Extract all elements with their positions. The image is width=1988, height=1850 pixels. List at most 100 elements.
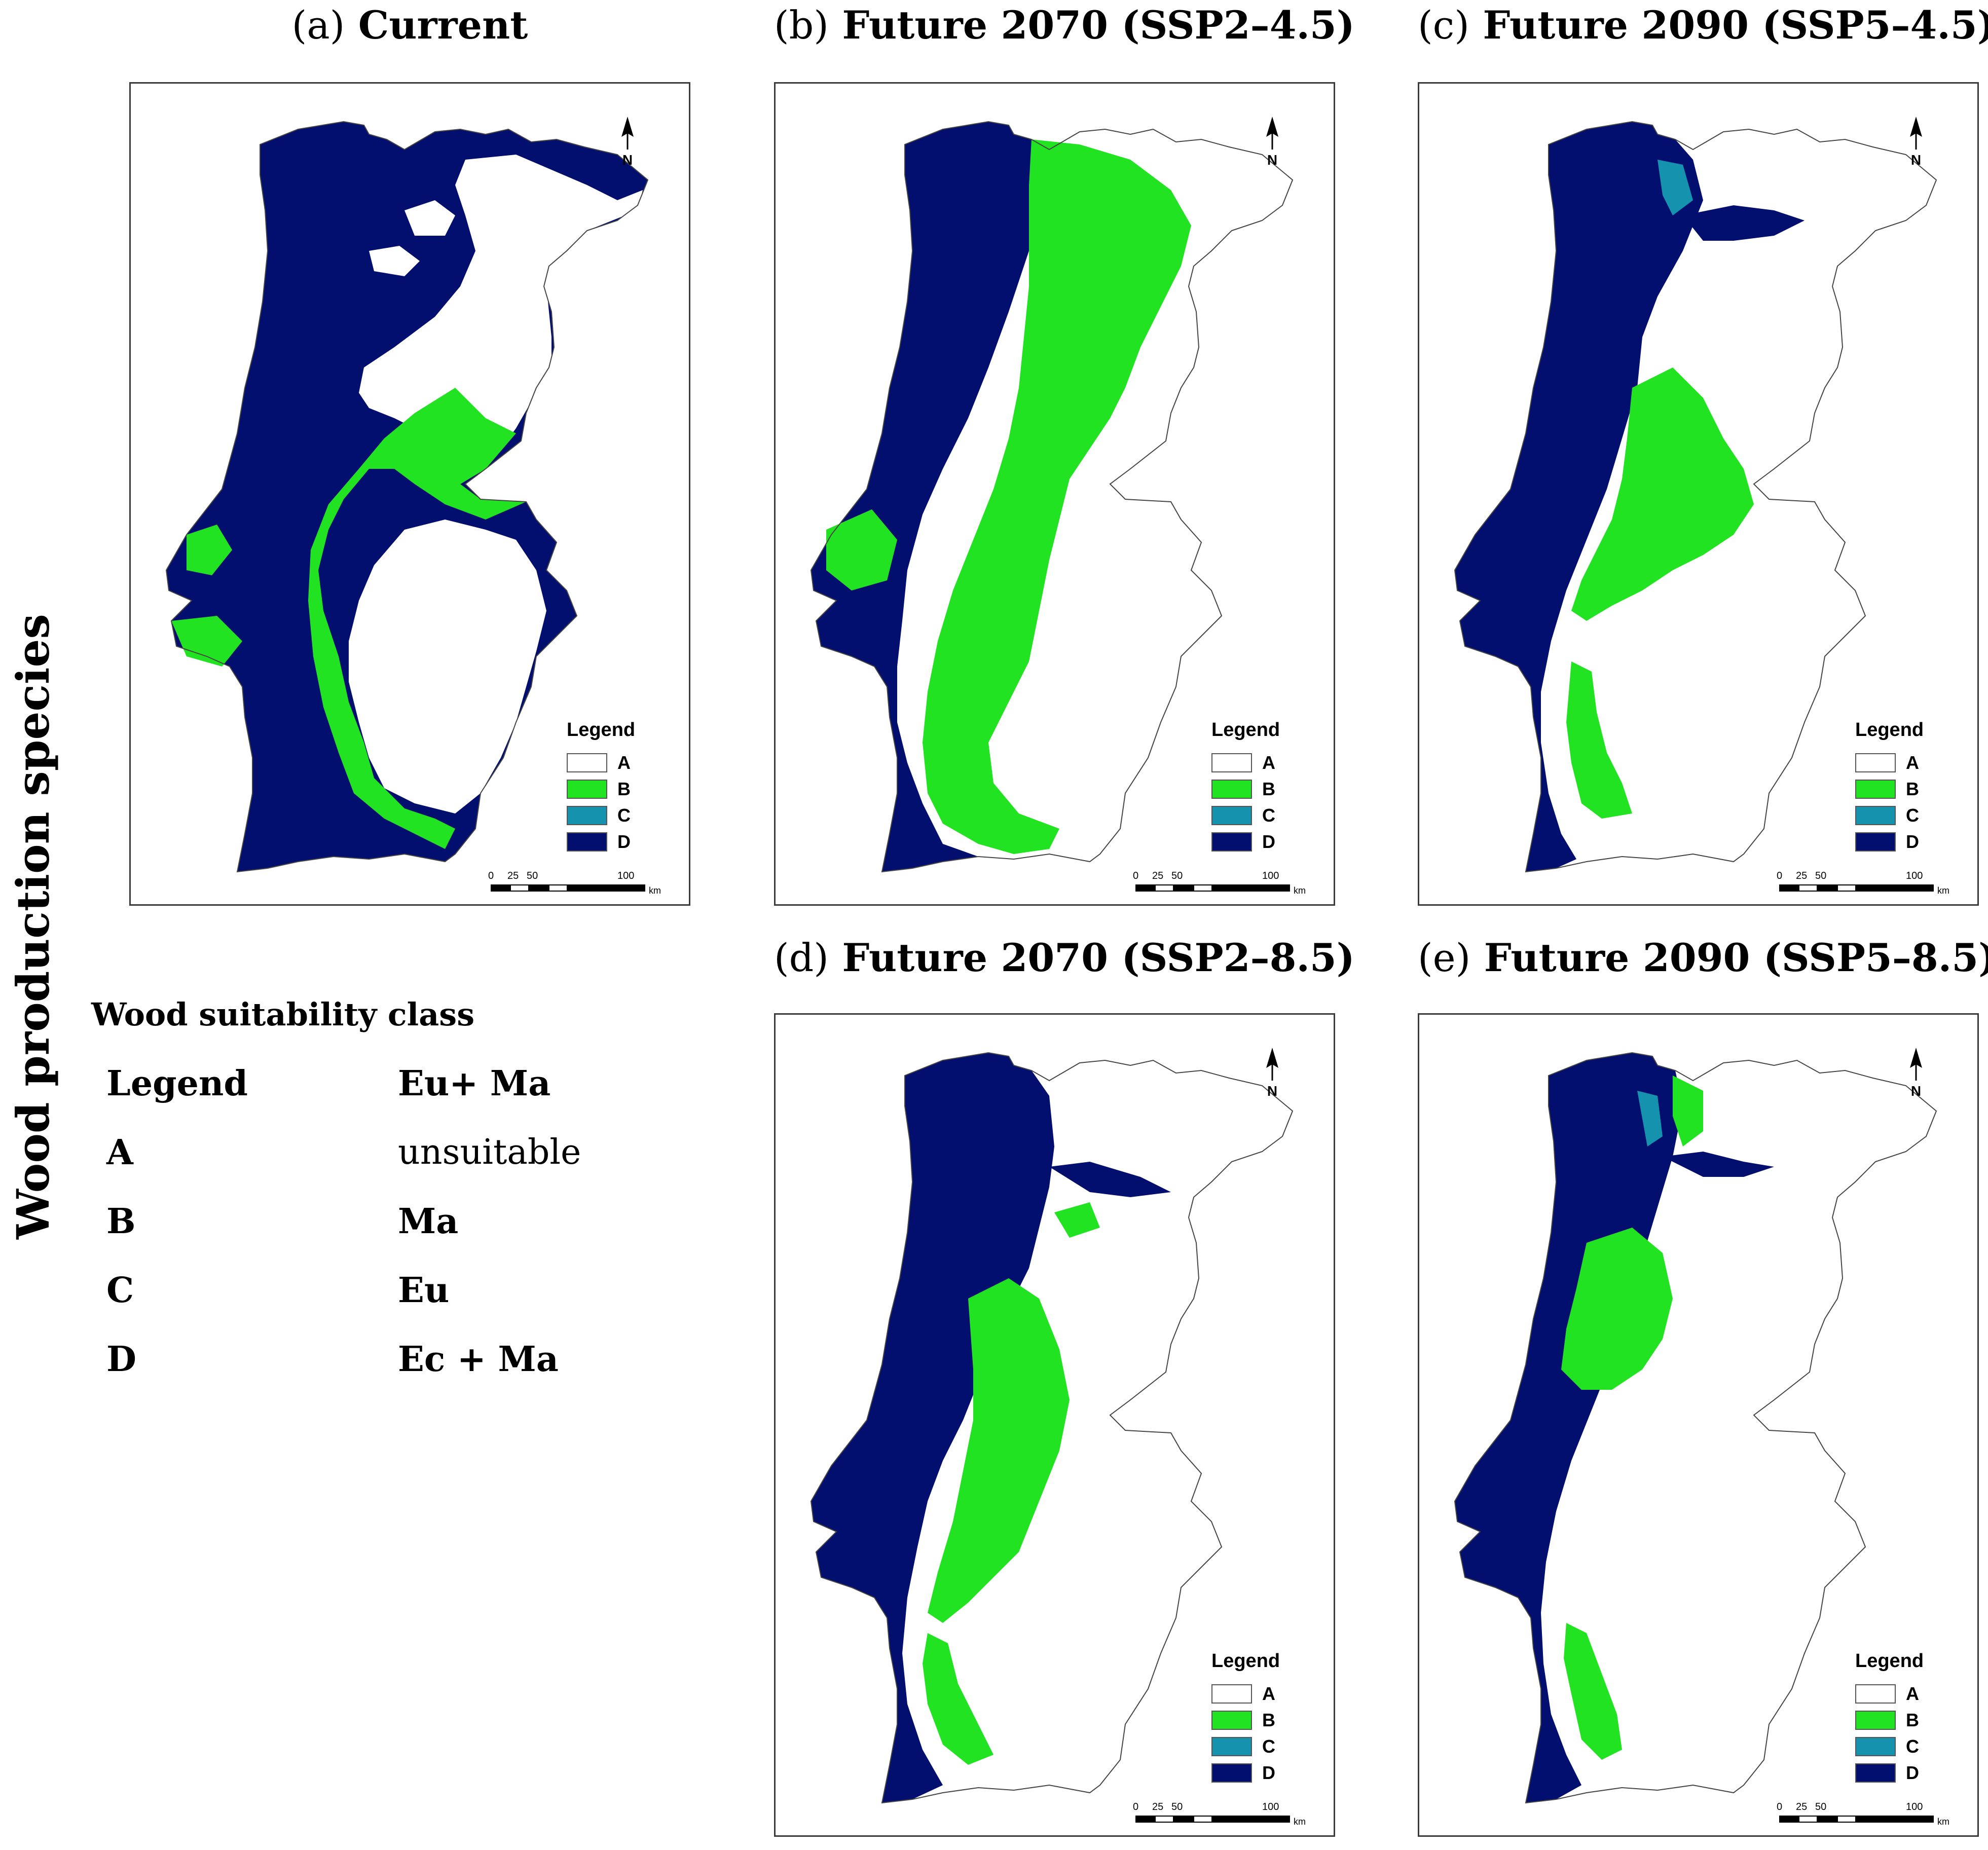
north-label: N: [1911, 1083, 1921, 1099]
region-class-b: [171, 616, 242, 667]
legend-label: C: [617, 805, 631, 826]
north-arrow-head: [621, 117, 634, 137]
scale-tick-label: 100: [617, 870, 635, 881]
legend-swatch: [1211, 753, 1252, 772]
panel-tag: (d): [774, 935, 829, 980]
panel-title-text: Future 2090 (SSP5–4.5): [1483, 3, 1988, 48]
scale-segment: [1135, 1816, 1155, 1823]
class-code: A: [106, 1132, 133, 1173]
legend-swatch: [1211, 1763, 1252, 1783]
panel-title-text: Current: [358, 3, 528, 48]
legend-swatch: [1211, 832, 1252, 852]
map-panel-c: N Legend A B C D 0 25 50 100 km: [1418, 82, 1979, 906]
map-panel-d: N Legend A B C D 0 25 50 100 km: [774, 1013, 1335, 1837]
scale-tick-label: 50: [1171, 870, 1183, 881]
region-class-b: [1561, 1228, 1673, 1390]
class-meaning: Ec + Ma: [398, 1339, 559, 1380]
legend-title: Legend: [1211, 719, 1280, 741]
scale-tick-label: 0: [1777, 870, 1783, 881]
region-class-b: [1673, 1076, 1703, 1146]
scale-segment: [1818, 884, 1837, 892]
country-outline: [1454, 1052, 1937, 1804]
panel-title-e: (e) Future 2090 (SSP5–8.5): [1418, 933, 1988, 983]
map-legend: Legend A B C D: [567, 719, 683, 857]
scale-tick-label: 50: [1815, 870, 1827, 881]
class-header-species: Eu+ Ma: [398, 1063, 551, 1104]
map-svg: [810, 1052, 1294, 1804]
region-class-b: [923, 1633, 993, 1765]
region-class-b: [826, 509, 897, 590]
legend-item: C: [1855, 1735, 1972, 1761]
scale-tick-label: 0: [1133, 870, 1139, 881]
scale-segment: [1155, 1816, 1174, 1823]
legend-label: C: [1906, 1736, 1919, 1757]
map-panel-b: N Legend A B C D 0 25 50 100 km: [774, 82, 1335, 906]
panel-title-d: (d) Future 2070 (SSP2–8.5): [774, 933, 1355, 983]
legend-swatch: [567, 806, 607, 825]
scale-segment: [491, 884, 510, 892]
map-legend: Legend A B C D: [1855, 719, 1972, 857]
scale-segment: [1174, 884, 1193, 892]
legend-item: A: [1855, 751, 1972, 778]
legend-label: C: [1262, 805, 1275, 826]
legend-item: D: [1211, 830, 1328, 857]
scale-segment: [1837, 1816, 1856, 1823]
map-legend: Legend A B C D: [1211, 1650, 1328, 1788]
scale-bar: 0 25 50 100 km: [1133, 870, 1306, 901]
region-class-a: [359, 155, 643, 484]
panel-title-a: (a) Current: [129, 0, 690, 51]
legend-item: C: [1211, 1735, 1328, 1761]
scale-segment: [1856, 1816, 1934, 1823]
panel-title-text: Future 2070 (SSP2–8.5): [842, 935, 1355, 980]
scale-unit: km: [1294, 885, 1306, 896]
region-class-a: [369, 246, 420, 276]
region-class-d: [1663, 1152, 1774, 1177]
legend-label: D: [1262, 1762, 1275, 1783]
map-svg: [1454, 1052, 1937, 1804]
scale-tick-label: 100: [1262, 870, 1279, 881]
scale-tick-label: 25: [507, 870, 519, 881]
region-class-d: [811, 1053, 1054, 1803]
panel-title-text: Future 2070 (SSP2–4.5): [842, 3, 1355, 48]
region-class-d: [811, 122, 1039, 872]
legend-item: D: [1855, 1761, 1972, 1788]
legend-label: A: [617, 752, 631, 773]
legend-label: A: [1262, 1683, 1275, 1704]
panel-tag: (b): [774, 3, 829, 48]
side-title: Wood production species: [7, 614, 59, 1239]
scale-bar: 0 25 50 100 km: [488, 870, 661, 901]
map-panel-e: N Legend A B C D 0 25 50 100 km: [1418, 1013, 1979, 1837]
class-code: B: [106, 1201, 136, 1242]
legend-title: Legend: [1855, 1650, 1924, 1672]
scale-tick-label: 0: [1133, 1801, 1139, 1812]
legend-swatch: [567, 780, 607, 799]
north-arrow-head: [1266, 1048, 1278, 1068]
legend-swatch: [1211, 1684, 1252, 1704]
legend-item: D: [1211, 1761, 1328, 1788]
legend-swatch: [1211, 806, 1252, 825]
legend-item: D: [1855, 830, 1972, 857]
legend-swatch: [567, 832, 607, 852]
class-table-title: Wood suitability class: [91, 996, 475, 1033]
north-arrow-icon: N: [1266, 1048, 1278, 1099]
scale-bar: 0 25 50 100 km: [1777, 1801, 1949, 1832]
legend-swatch: [1855, 832, 1896, 852]
legend-item: C: [1211, 804, 1328, 830]
legend-swatch: [567, 753, 607, 772]
legend-swatch: [1855, 1763, 1896, 1783]
legend-swatch: [1855, 806, 1896, 825]
legend-swatch: [1855, 780, 1896, 799]
legend-item: B: [567, 778, 683, 804]
legend-swatch: [1211, 1737, 1252, 1756]
scale-segment: [1193, 884, 1212, 892]
scale-tick-label: 50: [527, 870, 538, 881]
legend-item: B: [1855, 778, 1972, 804]
scale-segment: [1798, 1816, 1818, 1823]
legend-label: D: [1262, 831, 1275, 852]
legend-swatch: [1855, 1711, 1896, 1730]
legend-label: D: [1906, 831, 1919, 852]
scale-segment: [510, 884, 529, 892]
panel-tag: (e): [1418, 935, 1471, 980]
class-meaning: Ma: [398, 1201, 459, 1242]
scale-segment: [1779, 884, 1798, 892]
